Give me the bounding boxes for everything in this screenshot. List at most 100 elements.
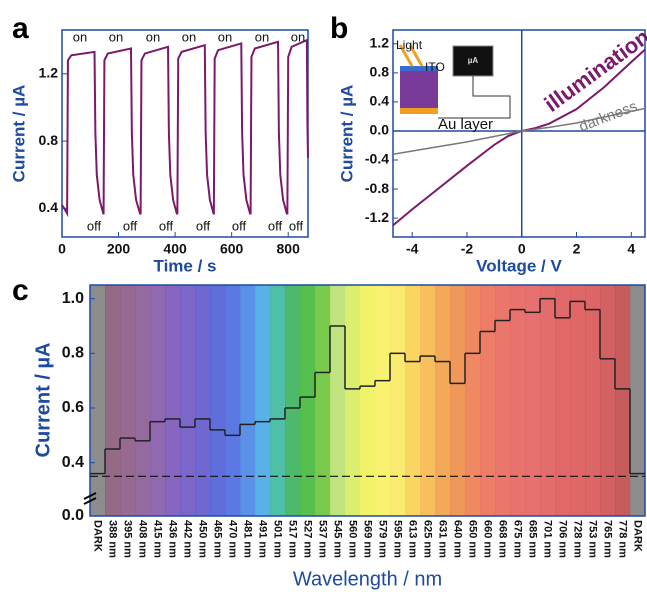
on-label: on — [255, 29, 269, 44]
x-tick-label: 595 nm — [392, 520, 404, 558]
device — [400, 70, 438, 112]
x-tick-label: 545 nm — [332, 520, 344, 558]
x-tick-label: 753 nm — [587, 520, 599, 558]
x-tick-label: 501 nm — [272, 520, 284, 558]
wavelength-band — [480, 285, 496, 516]
x-tick-label: 600 — [220, 241, 244, 257]
wavelength-band — [195, 285, 211, 516]
x-tick-label: 470 nm — [227, 520, 239, 558]
ito — [400, 66, 438, 71]
x-tick-label: 579 nm — [377, 520, 389, 558]
x-tick-label: 613 nm — [407, 520, 419, 558]
x-tick-label: 778 nm — [617, 520, 629, 558]
x-tick-label: 560 nm — [347, 520, 359, 558]
on-label: on — [182, 29, 196, 44]
ammeter — [452, 45, 494, 77]
x-tick-label: DARK — [92, 520, 104, 552]
wavelength-band — [300, 285, 316, 516]
wavelength-band — [630, 285, 646, 516]
x-tick-label: -4 — [406, 241, 419, 257]
wavelength-band — [420, 285, 436, 516]
x-tick-label: 675 nm — [512, 520, 524, 558]
y-tick-label: 0.4 — [62, 454, 84, 471]
wavelength-band — [345, 285, 361, 516]
y-tick-label: 0.8 — [370, 64, 390, 80]
inset-label: µA — [468, 56, 479, 65]
y-axis-title: Current / µA — [9, 85, 28, 183]
x-tick-label: 415 nm — [152, 520, 164, 558]
wavelength-band — [435, 285, 451, 516]
wavelength-band — [540, 285, 556, 516]
off-label: off — [232, 218, 247, 233]
data-line — [392, 107, 646, 155]
wavelength-band — [555, 285, 571, 516]
x-tick-label: 395 nm — [122, 520, 134, 558]
x-tick-label: 631 nm — [437, 520, 449, 558]
wavelength-band — [465, 285, 481, 516]
wavelength-band — [315, 285, 331, 516]
x-tick-label: 0 — [518, 241, 526, 257]
wavelength-band — [450, 285, 466, 516]
wavelength-band — [255, 285, 271, 516]
on-label: on — [146, 29, 160, 44]
inset-label: Au layer — [438, 116, 493, 133]
wavelength-band — [180, 285, 196, 516]
off-label: off — [289, 218, 304, 233]
step-connectors — [104, 298, 631, 474]
panel-letter: b — [330, 12, 348, 45]
wavelength-band — [210, 285, 226, 516]
x-tick-label: 706 nm — [557, 520, 569, 558]
off-label: off — [159, 218, 174, 233]
plot-frame — [392, 29, 646, 238]
wavelength-band — [585, 285, 601, 516]
on-label: on — [73, 29, 87, 44]
x-tick-label: 465 nm — [212, 520, 224, 558]
wavelength-band — [570, 285, 586, 516]
wavelength-band — [375, 285, 391, 516]
panel-letter: c — [12, 274, 29, 307]
data-line — [61, 38, 309, 218]
y-tick-label: 0.0 — [370, 122, 390, 138]
wavelength-band — [225, 285, 241, 516]
x-tick-label: 569 nm — [362, 520, 374, 558]
wavelength-band — [510, 285, 526, 516]
x-tick-label: 765 nm — [602, 520, 614, 558]
x-axis-title: Voltage / V — [476, 256, 562, 275]
wire — [438, 76, 511, 119]
on-label: on — [109, 29, 123, 44]
light-ray — [408, 44, 424, 67]
inset-device — [398, 44, 511, 119]
wavelength-band — [150, 285, 166, 516]
y-tick-label: 0.8 — [62, 345, 84, 362]
y-tick-label: 0.4 — [39, 199, 59, 215]
x-tick-label: 408 nm — [137, 520, 149, 558]
light-ray — [398, 44, 414, 67]
x-axis-title: Time / s — [154, 256, 217, 275]
x-tick-label: 660 nm — [482, 520, 494, 558]
x-tick-label: 625 nm — [422, 520, 434, 558]
x-tick-label: 442 nm — [182, 520, 194, 558]
x-tick-label: 388 nm — [107, 520, 119, 558]
off-label: off — [268, 218, 283, 233]
wavelength-band — [240, 285, 256, 516]
x-tick-label: 481 nm — [242, 520, 254, 558]
x-tick-label: 668 nm — [497, 520, 509, 558]
y-tick-label: -0.4 — [365, 151, 389, 167]
series-label: darkness — [577, 98, 640, 136]
wavelength-band — [285, 285, 301, 516]
y-tick-label: 0.8 — [39, 132, 59, 148]
x-axis-title: Wavelength / nm — [293, 568, 442, 590]
x-tick-label: 200 — [107, 241, 131, 257]
y-tick-label: -0.8 — [365, 180, 389, 196]
inset-label: Light — [396, 38, 423, 52]
plot-frame — [89, 284, 646, 517]
on-label: on — [291, 29, 305, 44]
inset-label: ITO — [425, 60, 445, 74]
x-tick-label: 701 nm — [542, 520, 554, 558]
on-label: on — [218, 29, 232, 44]
au-layer — [400, 108, 438, 114]
x-tick-label: 517 nm — [287, 520, 299, 558]
x-tick-label: 4 — [627, 241, 635, 257]
wavelength-band — [495, 285, 511, 516]
